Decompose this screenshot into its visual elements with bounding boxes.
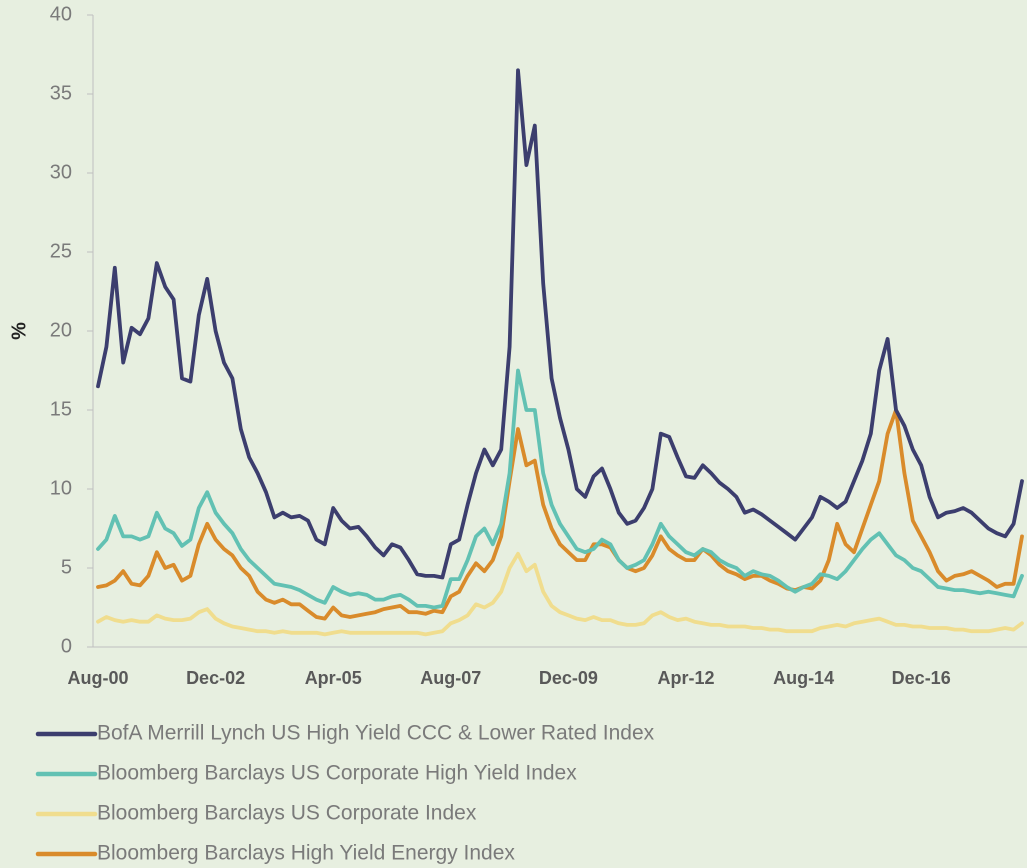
y-axis-label: % — [8, 322, 30, 340]
y-tick-label: 5 — [61, 556, 72, 578]
y-tick-label: 15 — [50, 398, 72, 420]
legend-label: BofA Merrill Lynch US High Yield CCC & L… — [97, 722, 655, 745]
x-tick-label: Dec-16 — [892, 668, 951, 688]
y-tick-label: 30 — [50, 161, 72, 183]
x-tick-label: Aug-07 — [420, 668, 481, 688]
y-tick-label: 25 — [50, 240, 72, 262]
y-tick-label: 35 — [50, 82, 72, 104]
legend-label: Bloomberg Barclays US Corporate Index — [97, 802, 477, 825]
x-tick-label: Aug-00 — [67, 668, 128, 688]
y-tick-label: 40 — [50, 3, 72, 25]
x-tick-label: Apr-05 — [305, 668, 362, 688]
series-line — [96, 68, 1024, 580]
series-line — [96, 368, 1024, 610]
series-line — [96, 551, 1024, 637]
y-tick-label: 20 — [50, 319, 72, 341]
y-tick-label: 0 — [61, 635, 72, 657]
legend-label: Bloomberg Barclays High Yield Energy Ind… — [97, 842, 515, 865]
x-tick-label: Dec-09 — [539, 668, 598, 688]
series-line — [96, 408, 1024, 621]
x-tick-label: Dec-02 — [186, 668, 245, 688]
legend-label: Bloomberg Barclays US Corporate High Yie… — [97, 762, 577, 785]
y-tick-label: 10 — [50, 477, 72, 499]
x-tick-label: Apr-12 — [657, 668, 714, 688]
x-tick-label: Aug-14 — [773, 668, 834, 688]
